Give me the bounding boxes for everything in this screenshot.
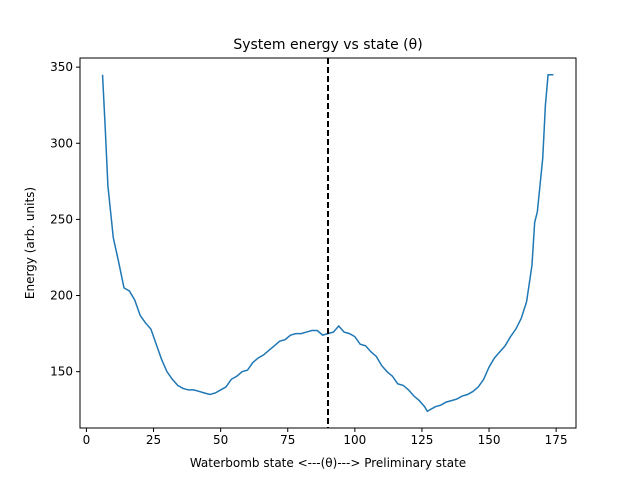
y-tick-label: 300: [50, 136, 73, 150]
x-tick-label: 150: [478, 433, 501, 447]
x-tick-label: 25: [146, 433, 161, 447]
y-axis-label: Energy (arb. units): [23, 187, 37, 299]
x-axis-label: Waterbomb state <---(θ)---> Preliminary …: [190, 456, 466, 470]
x-tick-label: 100: [343, 433, 366, 447]
chart-title: System energy vs state (θ): [233, 37, 422, 53]
axes-frame: [79, 57, 577, 429]
x-tick-label: 125: [410, 433, 433, 447]
y-tick-label: 150: [50, 365, 73, 379]
x-tick-label: 50: [213, 433, 228, 447]
y-tick-label: 350: [50, 60, 73, 74]
y-tick-label: 250: [50, 212, 73, 226]
x-tick-label: 0: [83, 433, 91, 447]
x-tick-label: 75: [280, 433, 295, 447]
x-tick-label: 175: [545, 433, 568, 447]
data-line: [101, 73, 554, 413]
y-tick-label: 200: [50, 289, 73, 303]
